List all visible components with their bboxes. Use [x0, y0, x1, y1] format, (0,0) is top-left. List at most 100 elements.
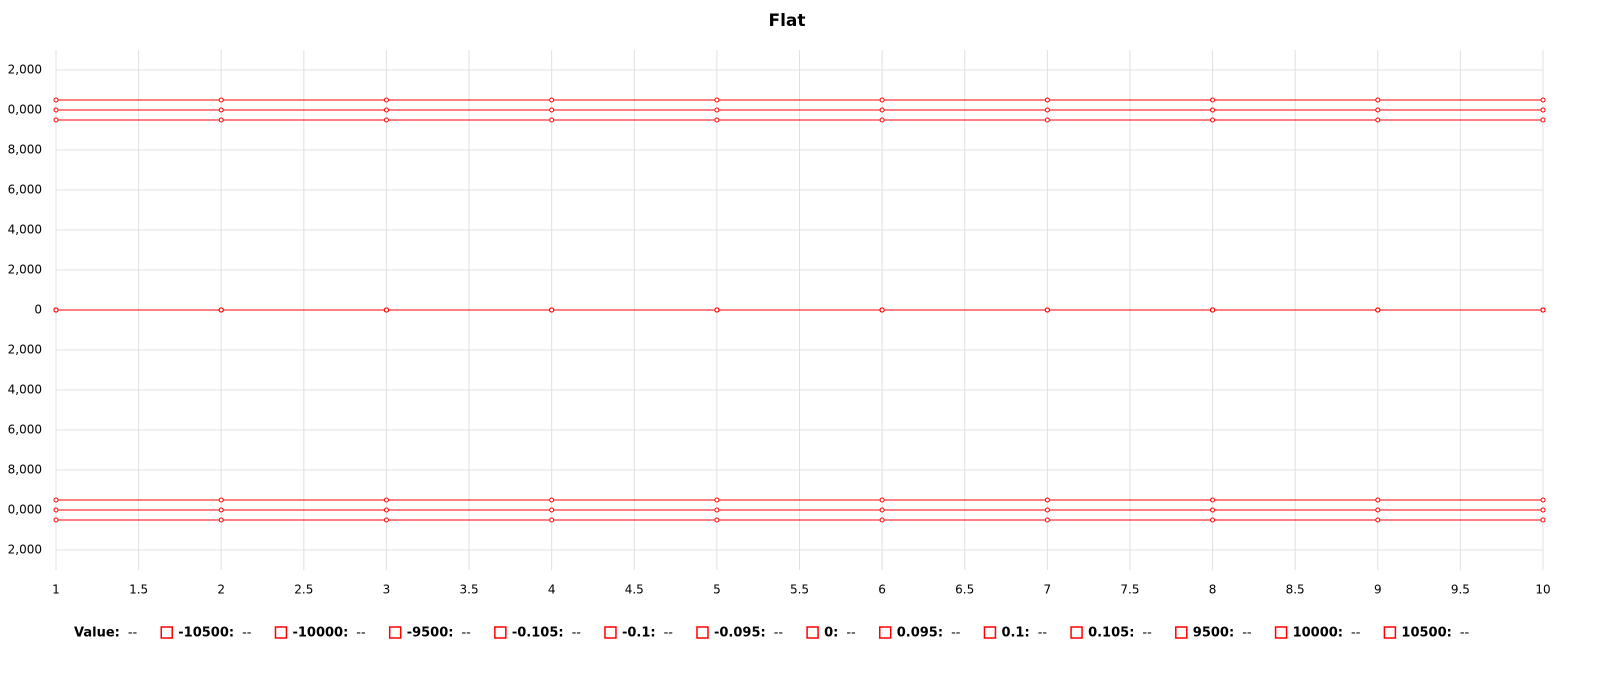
point	[879, 117, 885, 123]
point	[53, 117, 59, 123]
y-tick-label: 0	[34, 303, 42, 317]
x-tick-label: 8	[1209, 583, 1217, 597]
y-tick-label: 4,000	[8, 383, 42, 397]
x-tick-label: 6	[878, 583, 886, 597]
point	[1375, 517, 1381, 523]
x-tick-label: 2	[217, 583, 225, 597]
x-tick-label: 2.5	[294, 583, 313, 597]
point	[1210, 507, 1216, 513]
point	[1375, 97, 1381, 103]
point	[879, 497, 885, 503]
y-tick-label: 6,000	[8, 183, 42, 197]
legend-readout: --	[572, 626, 582, 641]
y-tick-label: 4,000	[8, 223, 42, 237]
point	[383, 507, 389, 513]
legend-checkbox	[604, 626, 617, 639]
y-tick-label: 2,000	[8, 263, 42, 277]
legend-name: 0:	[824, 626, 838, 641]
chart-title: Flat	[768, 11, 805, 31]
legend-label: Value:	[74, 626, 120, 641]
point	[1540, 517, 1546, 523]
legend-checkbox	[1070, 626, 1083, 639]
point	[1540, 97, 1546, 103]
point	[1540, 497, 1546, 503]
point	[1210, 497, 1216, 503]
legend-name: 10500:	[1401, 626, 1451, 641]
point	[714, 507, 720, 513]
point	[879, 517, 885, 523]
legend-readout: --	[951, 626, 961, 641]
x-tick-label: 1.5	[129, 583, 148, 597]
legend-readout: --	[128, 626, 138, 641]
x-tick-label: 7	[1044, 583, 1052, 597]
point	[1210, 517, 1216, 523]
legend-checkbox	[878, 626, 892, 639]
x-tick-label: 3.5	[460, 583, 479, 597]
legend-readout: --	[1242, 626, 1252, 641]
point	[1210, 307, 1216, 313]
legend-readout: --	[664, 626, 674, 641]
point	[1375, 117, 1381, 123]
point	[1540, 107, 1546, 113]
point	[218, 517, 224, 523]
point	[879, 107, 885, 113]
point	[549, 97, 555, 103]
point	[1375, 107, 1381, 113]
point	[53, 497, 59, 503]
x-tick-label: 5.5	[790, 583, 809, 597]
legend-checkbox	[1175, 626, 1188, 639]
point	[383, 517, 389, 523]
x-tick-label: 5	[713, 583, 721, 597]
point	[53, 97, 59, 103]
point	[549, 507, 555, 513]
legend-checkbox	[806, 626, 819, 639]
legend-readout: --	[461, 626, 471, 641]
legend-readout: --	[1351, 626, 1361, 641]
x-tick-label: 1	[52, 583, 60, 597]
legend-name: -0.1:	[622, 626, 656, 641]
legend-checkbox	[1383, 626, 1397, 639]
legend-readout: --	[242, 626, 252, 641]
point	[714, 117, 720, 123]
point	[714, 497, 720, 503]
point	[714, 107, 720, 113]
point	[879, 307, 885, 313]
point	[879, 97, 885, 103]
point	[53, 517, 59, 523]
y-tick-label: 2,000	[8, 543, 42, 557]
legend-name: 0.105:	[1088, 626, 1134, 641]
y-tick-label: 8,000	[8, 463, 42, 477]
point	[1540, 307, 1546, 313]
legend-checkbox	[388, 626, 402, 639]
point	[383, 97, 389, 103]
point	[1540, 507, 1546, 513]
legend-name: -9500:	[407, 626, 454, 641]
point	[1210, 97, 1216, 103]
point	[714, 97, 720, 103]
point	[218, 307, 224, 313]
x-tick-label: 8.5	[1286, 583, 1305, 597]
y-tick-label: 0,000	[8, 503, 42, 517]
point	[1540, 117, 1546, 123]
point	[549, 497, 555, 503]
legend-name: -0.095:	[714, 626, 766, 641]
x-tick-label: 3	[383, 583, 391, 597]
legend-name: -0.105:	[512, 626, 564, 641]
point	[218, 97, 224, 103]
x-tick-label: 10	[1535, 583, 1550, 597]
legend-name: 0.095:	[897, 626, 943, 641]
legend-readout: --	[1038, 626, 1048, 641]
x-tick-label: 7.5	[1120, 583, 1139, 597]
legend-checkbox	[1274, 626, 1288, 639]
x-tick-label: 4	[548, 583, 556, 597]
point	[714, 307, 720, 313]
x-tick-label: 4.5	[625, 583, 644, 597]
point	[1044, 517, 1050, 523]
point	[549, 117, 555, 123]
point	[1044, 117, 1050, 123]
point	[218, 117, 224, 123]
point	[218, 507, 224, 513]
legend-readout: --	[356, 626, 366, 641]
point	[1210, 117, 1216, 123]
